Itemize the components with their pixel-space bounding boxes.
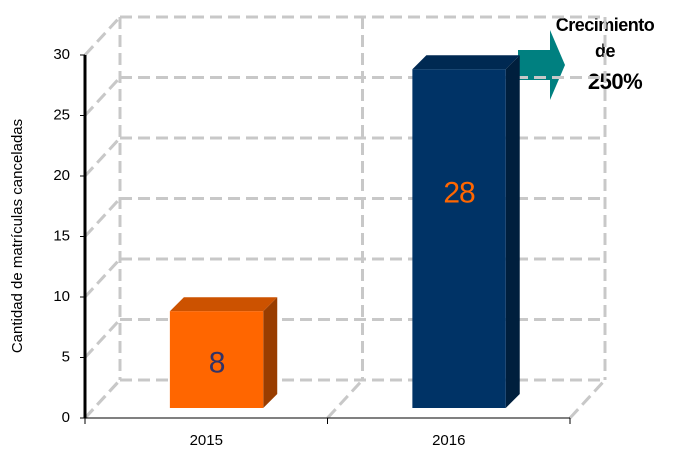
bar-top <box>169 297 278 312</box>
bar <box>169 311 264 408</box>
annotation: 250% <box>588 69 642 94</box>
y-tick-label: 5 <box>62 348 70 365</box>
grid-line <box>83 76 122 117</box>
data-label: 28 <box>443 176 475 209</box>
grid-line <box>83 257 122 299</box>
grid-line <box>326 378 364 420</box>
grid-line <box>83 15 122 57</box>
annotation: de <box>595 41 615 61</box>
grid-line <box>83 318 122 359</box>
growth-arrow <box>518 30 565 100</box>
x-tick-label: 2016 <box>432 432 465 449</box>
y-tick-label: 15 <box>53 227 70 244</box>
grid-line <box>83 136 122 178</box>
y-axis-label: Cantidad de matrículas canceladas <box>9 119 26 353</box>
bar <box>412 69 506 408</box>
grid-line <box>83 197 122 238</box>
grid-line <box>83 378 122 420</box>
grid-line <box>568 378 607 420</box>
bar-top <box>412 55 520 70</box>
y-tick-label: 30 <box>53 46 70 63</box>
x-tick-label: 2015 <box>190 432 223 449</box>
data-label: 8 <box>209 346 225 379</box>
bar-side <box>505 55 520 408</box>
y-tick-label: 20 <box>53 167 70 184</box>
y-tick-label: 25 <box>53 106 70 123</box>
bar-side <box>263 297 278 408</box>
y-tick-label: 10 <box>53 288 70 305</box>
y-tick-label: 0 <box>62 409 70 426</box>
